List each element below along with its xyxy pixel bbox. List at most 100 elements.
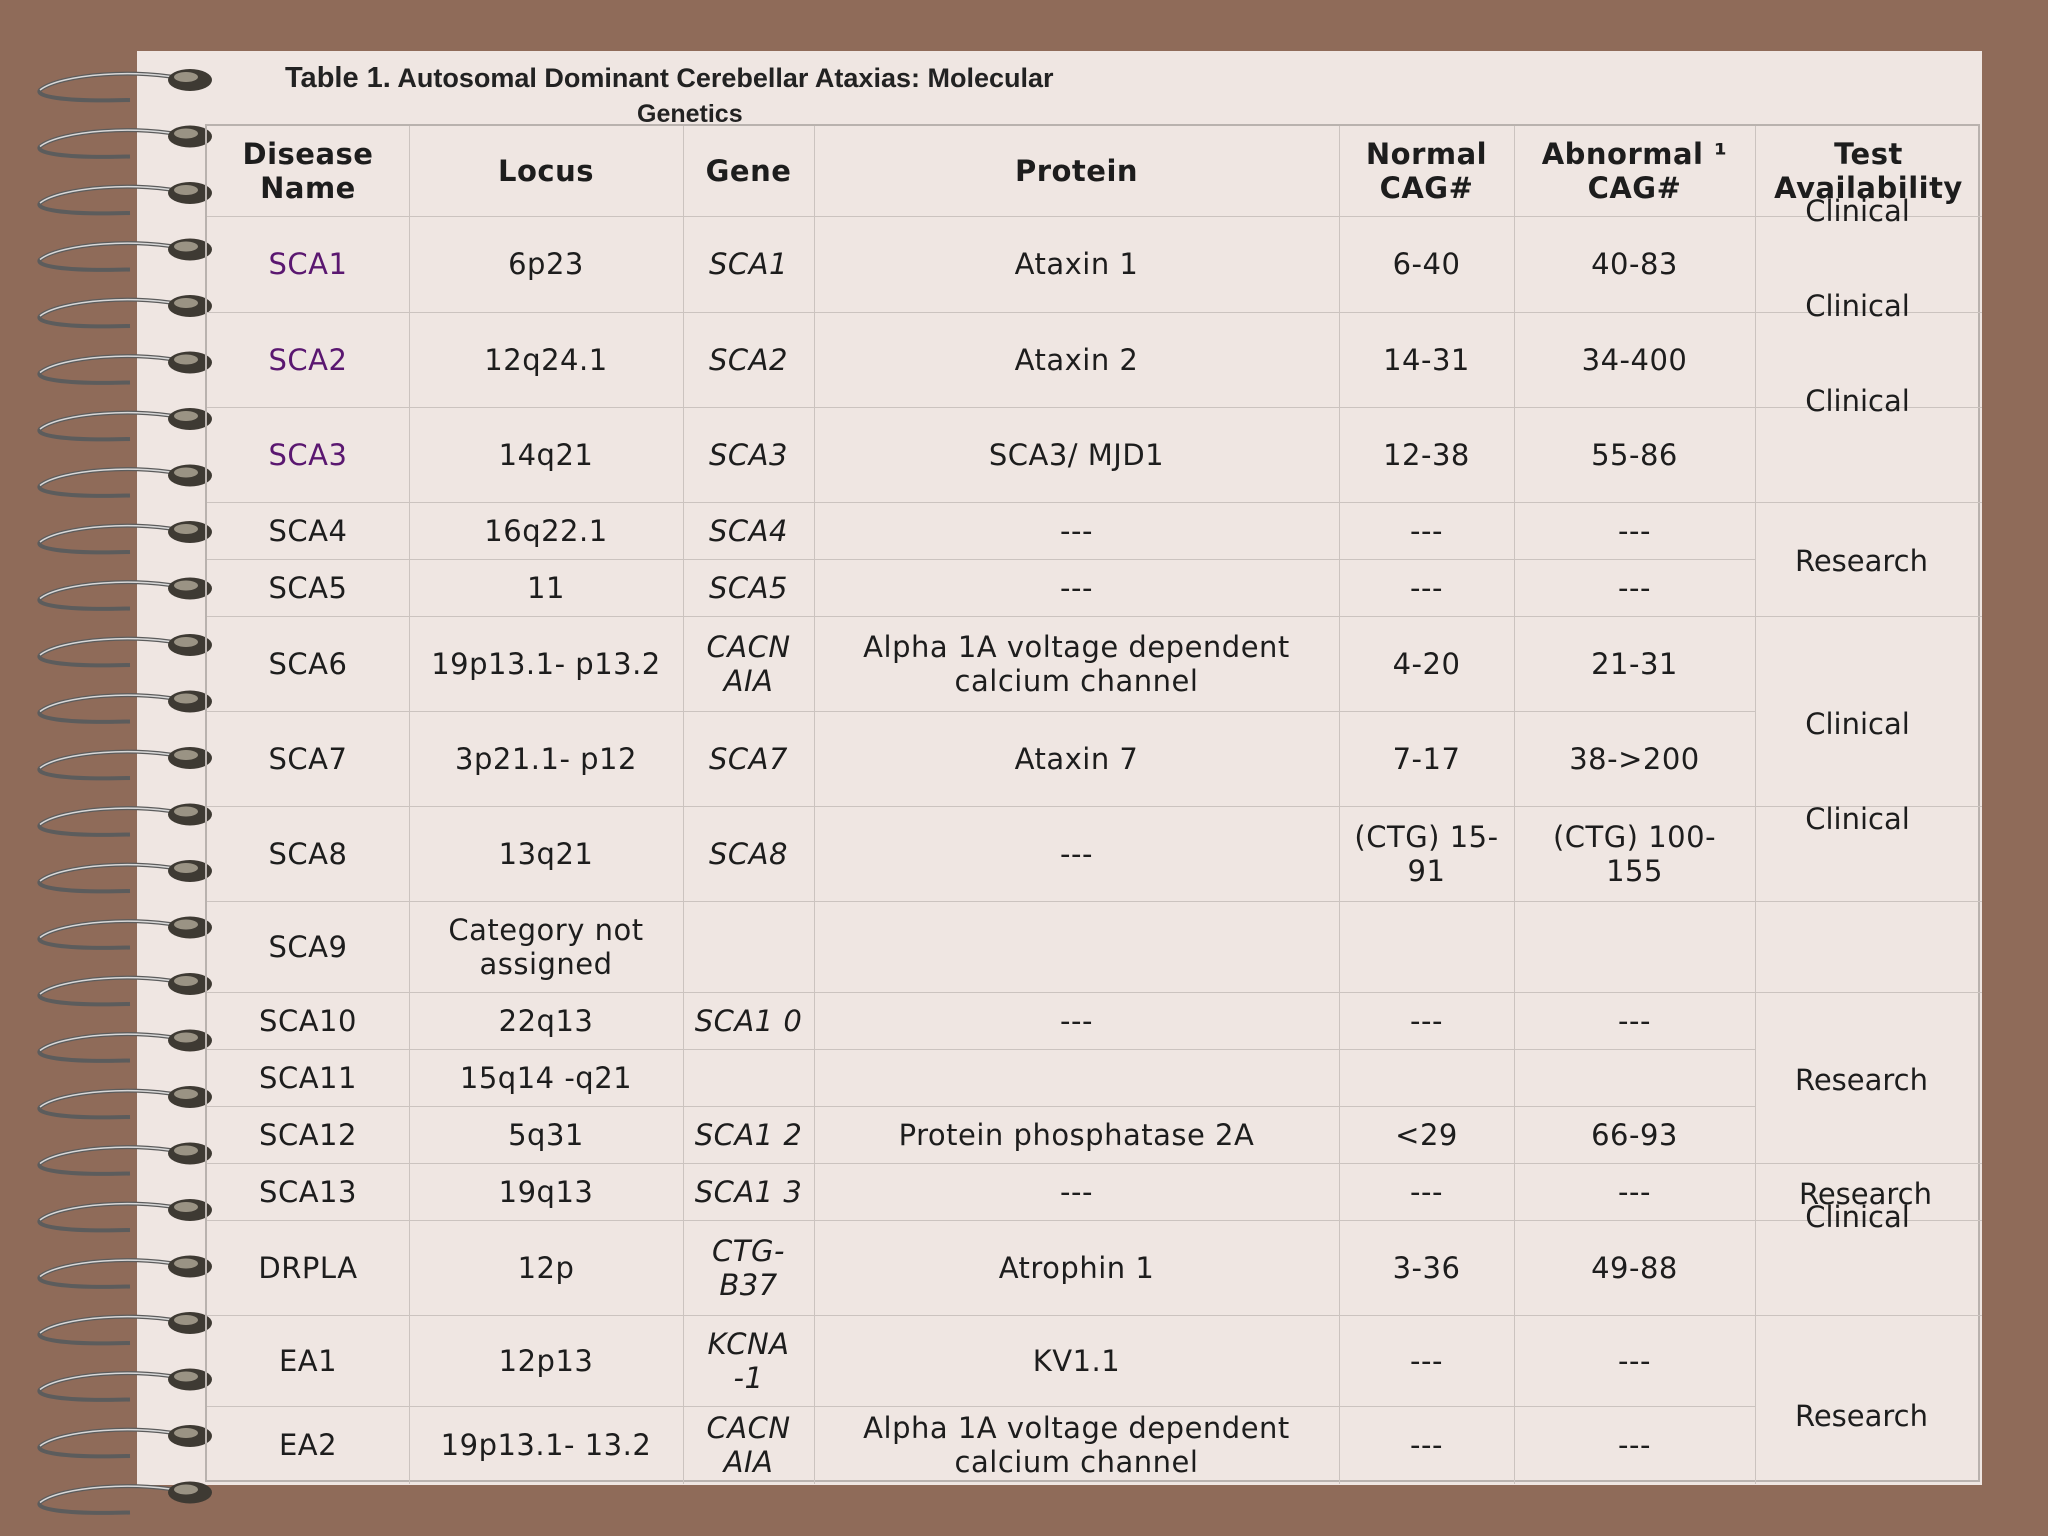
header-normal: Normal CAG#: [1365, 137, 1488, 205]
row-divider: [207, 616, 1755, 617]
table-cell-locus: 15q14 -q21: [459, 1060, 633, 1095]
table-cell-normal: ---: [1410, 1174, 1443, 1209]
table-cell-abnormal: (CTG) 100- 155: [1552, 819, 1717, 888]
binding-ring: [37, 1425, 212, 1459]
row-divider: [207, 407, 1755, 408]
table-cell-protein: ---: [1060, 1174, 1093, 1209]
column-divider: [409, 126, 410, 1484]
row-divider: [207, 1106, 1755, 1107]
column-divider: [814, 126, 815, 1484]
table-cell-gene: SCA1 2: [694, 1117, 803, 1152]
row-divider: [1755, 806, 1982, 807]
disease-name: SCA9: [268, 929, 348, 964]
binding-ring: [37, 464, 212, 498]
table-cell-gene: SCA2: [709, 342, 788, 377]
table-cell-normal: ---: [1410, 1003, 1443, 1038]
test-availability: Research: [1794, 1063, 1929, 1097]
table-cell-protein: Atrophin 1: [998, 1250, 1155, 1285]
disease-name: SCA6: [268, 646, 348, 681]
table-cell-locus: 12q24.1: [484, 342, 608, 377]
table-cell-normal: ---: [1410, 570, 1443, 605]
table-cell-abnormal: ---: [1618, 513, 1651, 548]
table-cell-locus: 13q21: [498, 836, 594, 871]
table-cell-protein: [824, 1049, 1329, 1106]
table-cell-normal: (CTG) 15-91: [1354, 819, 1499, 888]
table-cell-normal: 14-31: [1383, 342, 1470, 377]
table-cell-protein: ---: [1060, 836, 1093, 871]
table-cell-normal: ---: [1410, 513, 1443, 548]
row-divider: [207, 992, 1755, 993]
test-availability: Clinical: [1805, 289, 1910, 323]
row-divider: [207, 559, 1755, 560]
disease-name: SCA11: [259, 1060, 357, 1095]
table-cell-gene: CACN AIA: [706, 629, 791, 698]
header-disease: Disease Name: [242, 137, 374, 205]
table-cell-abnormal: 66-93: [1591, 1117, 1678, 1152]
table-cell-protein: SCA3/ MJD1: [988, 437, 1165, 472]
binding-ring: [37, 690, 212, 724]
table-cell-abnormal: ---: [1618, 1343, 1651, 1378]
table-cell-abnormal: ---: [1618, 1003, 1651, 1038]
header-protein: Protein: [1014, 154, 1139, 188]
disease-name[interactable]: SCA2: [268, 342, 348, 377]
table-cell-protein: Alpha 1A voltage dependent calcium chann…: [863, 1411, 1290, 1479]
disease-name: DRPLA: [258, 1250, 358, 1285]
row-divider: [207, 901, 1755, 902]
test-availability: Research: [1794, 1399, 1929, 1433]
table-cell-locus: 14q21: [498, 437, 594, 472]
table-cell-normal: 7-17: [1392, 741, 1461, 776]
binding-ring: [37, 1312, 212, 1346]
table-cell-gene: [693, 901, 804, 992]
row-divider: [207, 1049, 1755, 1050]
row-divider: [1755, 312, 1982, 313]
binding-ring: [37, 916, 212, 950]
disease-name: SCA4: [268, 513, 348, 548]
table-cell-locus: 3p21.1- p12: [455, 741, 637, 776]
table-title-continuation: Genetics: [637, 100, 743, 128]
table-cell-normal: <29: [1395, 1117, 1458, 1152]
table-cell-protein: KV1.1: [1032, 1343, 1121, 1378]
test-availability: Clinical: [1805, 1200, 1910, 1234]
table-cell-abnormal: [1524, 901, 1745, 992]
header-test: Test Availability: [1774, 137, 1963, 205]
disease-name: SCA5: [268, 570, 348, 605]
table-cell-normal: [1349, 1049, 1504, 1106]
table-title: Table 1. Autosomal Dominant Cerebellar A…: [285, 62, 1054, 128]
table-cell-gene: SCA1 3: [694, 1174, 803, 1209]
table-cell-protein: Alpha 1A voltage dependent calcium chann…: [863, 629, 1290, 698]
table-cell-locus: 19p13.1- p13.2: [431, 646, 661, 681]
row-divider: [207, 1315, 1755, 1316]
binding-ring: [37, 634, 212, 668]
spiral-binding-icon: [37, 69, 212, 1515]
table-cell-locus: 12p: [517, 1250, 575, 1285]
test-availability: Clinical: [1805, 802, 1910, 836]
binding-ring: [37, 1029, 212, 1063]
table-cell-protein: [824, 901, 1329, 992]
table-cell-abnormal: 49-88: [1591, 1250, 1678, 1285]
binding-ring: [37, 860, 212, 894]
disease-name: SCA13: [259, 1174, 357, 1209]
disease-name: EA2: [278, 1428, 338, 1462]
binding-ring: [37, 1255, 212, 1289]
table-cell-protein: Ataxin 7: [1014, 741, 1139, 776]
row-divider: [1755, 502, 1982, 503]
table-cell-gene: SCA5: [709, 570, 788, 605]
table-cell-gene: SCA1 0: [694, 1003, 803, 1038]
disease-name[interactable]: SCA3: [268, 437, 348, 472]
table-cell-gene: SCA1: [709, 247, 788, 281]
table-cell-abnormal: 55-86: [1591, 437, 1678, 472]
table-cell-normal: [1349, 901, 1504, 992]
column-divider: [1755, 126, 1756, 1484]
table-cell-locus: 6p23: [508, 247, 584, 281]
table-cell-abnormal: 21-31: [1591, 646, 1678, 681]
row-divider: [1755, 407, 1982, 408]
disease-name: SCA8: [268, 836, 348, 871]
table-cell-abnormal: 38->200: [1569, 741, 1700, 776]
table-cell-normal: 6-40: [1392, 247, 1461, 281]
table-cell-protein: ---: [1060, 1003, 1093, 1038]
disease-name[interactable]: SCA1: [268, 247, 348, 281]
row-divider: [207, 502, 1755, 503]
table-title-prefix: Table 1.: [285, 62, 391, 94]
row-divider: [207, 312, 1755, 313]
column-divider: [683, 126, 684, 1484]
